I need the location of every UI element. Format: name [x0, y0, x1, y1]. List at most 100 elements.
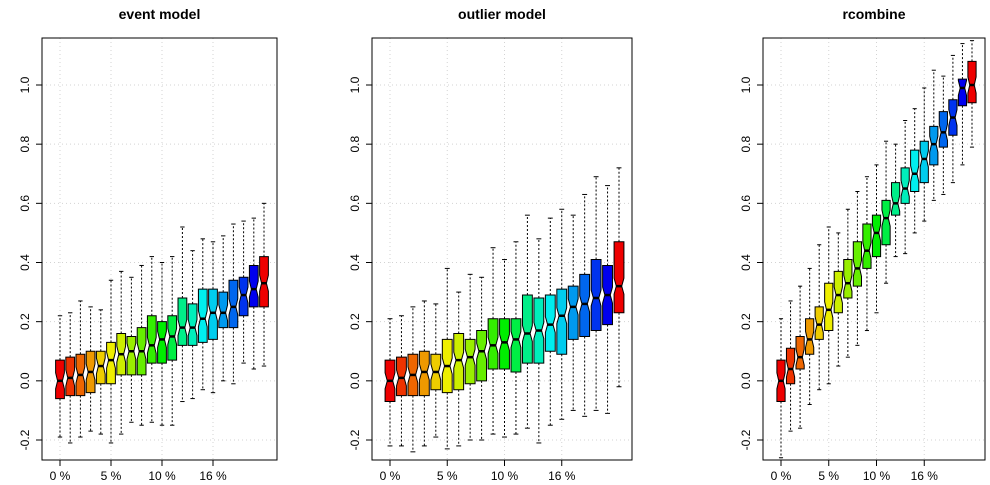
x-tick-label: 0 %: [380, 469, 401, 483]
box-body: [418, 350, 430, 397]
box-body: [464, 338, 476, 385]
box-body: [146, 315, 157, 364]
box-7: [116, 270, 127, 435]
chart-title: rcombine: [842, 6, 905, 22]
box-body: [238, 276, 249, 317]
y-tick-label: 0.2: [348, 313, 362, 330]
box-18: [579, 193, 591, 417]
y-tick-label: 0.6: [739, 195, 753, 212]
box-14: [533, 238, 545, 444]
y-tick-label: -0.2: [18, 429, 32, 450]
x-tick-label: 16 %: [199, 469, 227, 483]
box-body: [167, 315, 178, 361]
box-16: [919, 87, 929, 222]
box-8: [126, 276, 137, 423]
box-17: [929, 69, 939, 201]
box-body: [396, 356, 407, 397]
box-6: [824, 226, 834, 385]
x-tick-label: 10 %: [863, 469, 891, 483]
box-14: [187, 250, 198, 400]
x-tick-label: 0 %: [771, 469, 792, 483]
box-body: [833, 270, 843, 314]
y-tick-label: -0.2: [348, 429, 362, 450]
box-body: [910, 149, 920, 192]
box-21: [613, 167, 625, 388]
box-body: [900, 167, 910, 204]
box-8: [843, 208, 853, 358]
box-body: [453, 333, 465, 391]
grid: [42, 38, 277, 460]
y-tick-label: 0.4: [348, 254, 362, 271]
box-body: [487, 318, 499, 370]
box-15: [544, 217, 556, 426]
y-tick-label: 0.0: [348, 372, 362, 389]
box-17: [218, 235, 229, 382]
box-5: [430, 303, 442, 438]
box-body: [795, 335, 805, 370]
box-9: [136, 264, 147, 426]
y-tick-label: 1.0: [18, 76, 32, 93]
box-body: [957, 78, 968, 107]
box-body: [106, 341, 116, 385]
box-7: [833, 232, 843, 367]
box-20: [957, 43, 968, 166]
box-11: [871, 164, 882, 314]
box-body: [567, 285, 579, 340]
box-13: [521, 214, 533, 429]
box-body: [476, 330, 488, 382]
box-3: [407, 306, 419, 453]
box-body: [187, 303, 198, 346]
x-tick-label: 0 %: [50, 469, 71, 483]
x-tick-label: 5 %: [818, 469, 839, 483]
box-4: [85, 306, 96, 432]
box-body: [938, 111, 948, 148]
box-body: [852, 241, 863, 287]
box-body: [785, 347, 796, 385]
plot-frame: [371, 37, 633, 461]
box-body: [814, 306, 824, 340]
box-16: [208, 241, 218, 394]
y-tick-label: 1.0: [348, 76, 362, 93]
box-body: [929, 125, 939, 166]
box-7: [453, 291, 465, 447]
x-tick-label: 10 %: [148, 469, 176, 483]
box-8: [464, 273, 476, 441]
box-14: [900, 120, 910, 255]
box-1: [384, 318, 396, 447]
box-body: [499, 318, 510, 370]
box-body: [259, 256, 269, 308]
box-body: [197, 288, 208, 343]
y-tick-label: 0.2: [739, 313, 753, 330]
panel-3: -0.2 0.0 0.2 0.4 0.6 0.8 1.0 0 % 5 % 10 % 16 % rcom…: [739, 6, 986, 483]
y-tick-label: 0.2: [18, 313, 32, 330]
box-body: [805, 318, 815, 355]
box-2: [65, 312, 76, 444]
x-tick-label: 16 %: [911, 469, 939, 483]
box-body: [177, 297, 188, 346]
box-6: [441, 267, 453, 450]
x-tick-label: 5 %: [101, 469, 122, 483]
box-9: [476, 276, 488, 441]
box-body: [218, 291, 229, 329]
y-axis: -0.2 0.0 0.2 0.4 0.6 0.8 1.0: [18, 76, 42, 450]
box-16: [556, 208, 568, 420]
box-3: [75, 300, 86, 438]
y-tick-label: 0.4: [739, 254, 753, 271]
chart-title: outlier model: [458, 6, 546, 22]
y-tick-label: 0.4: [18, 254, 32, 271]
box-5: [814, 244, 824, 391]
box-body: [510, 318, 522, 373]
grid: [372, 38, 632, 460]
box-body: [208, 288, 218, 340]
y-tick-label: 0.0: [739, 372, 753, 389]
box-body: [871, 214, 882, 258]
box-19: [948, 54, 958, 184]
box-body: [157, 321, 167, 364]
chart-title: event model: [119, 6, 201, 22]
box-13: [177, 226, 188, 403]
y-tick-label: 0.0: [18, 372, 32, 389]
box-body: [967, 60, 977, 104]
box-body: [862, 223, 872, 269]
box-body: [95, 350, 106, 385]
